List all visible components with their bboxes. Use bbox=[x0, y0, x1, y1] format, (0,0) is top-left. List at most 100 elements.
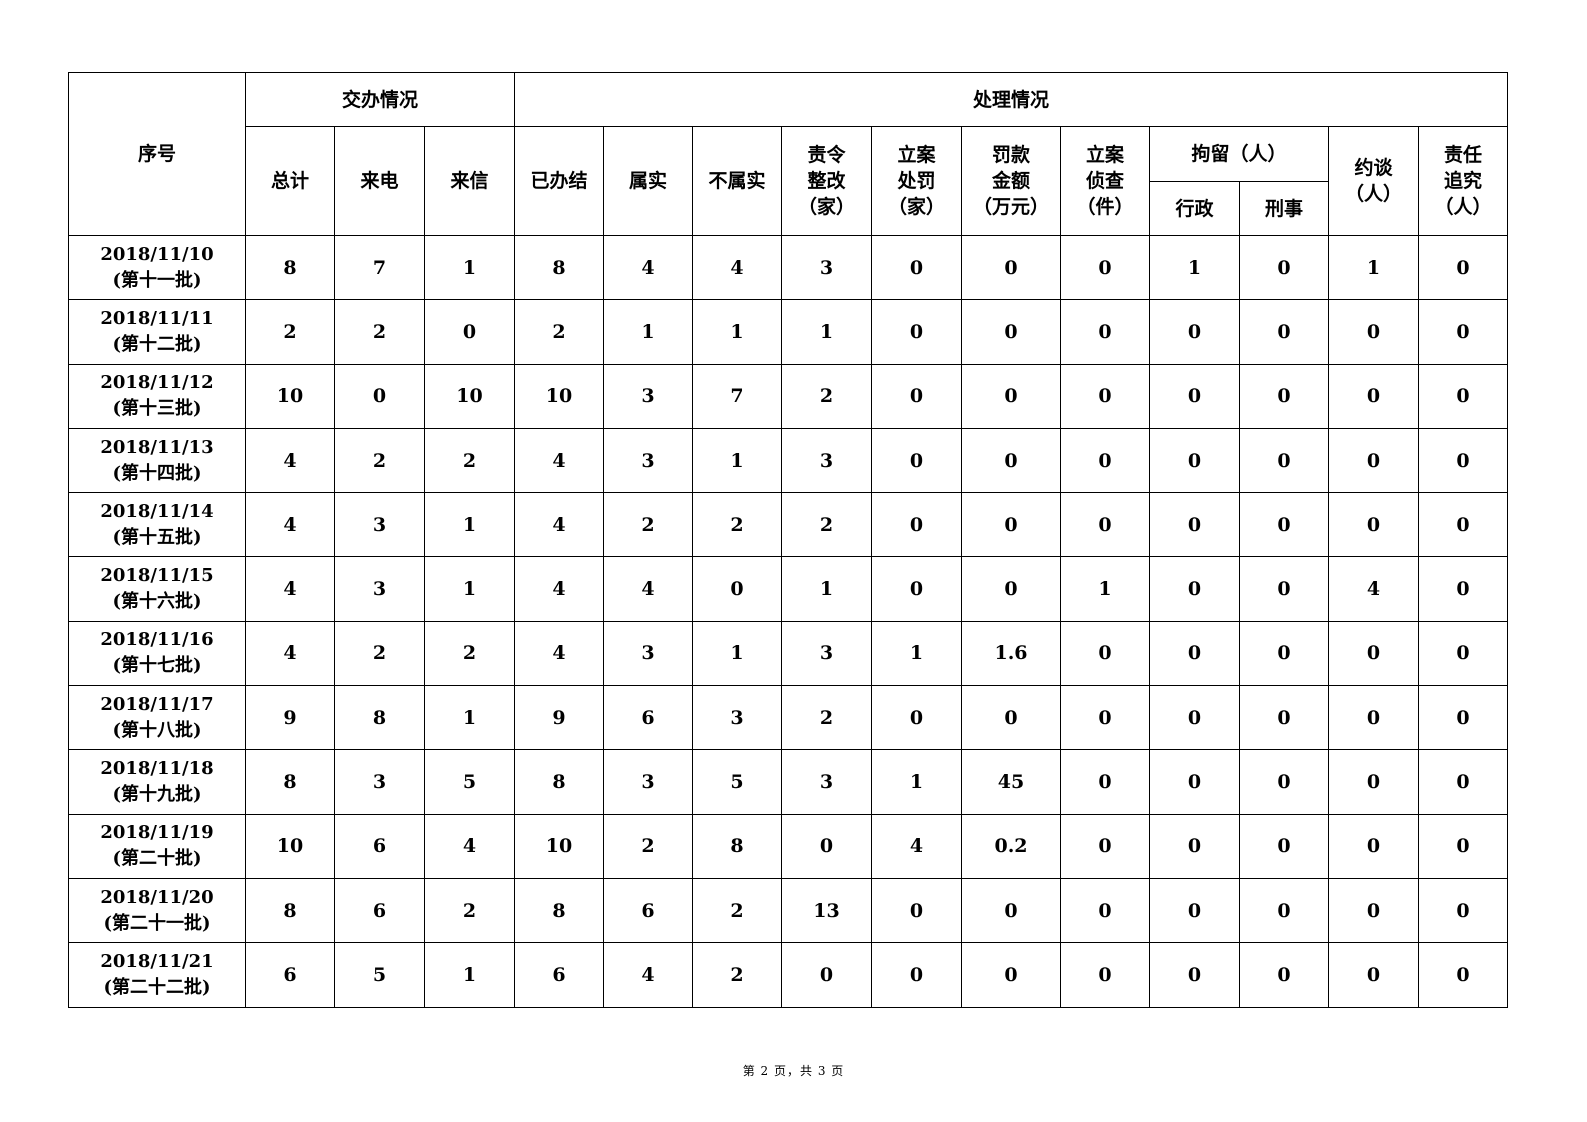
table-cell: 4 bbox=[1328, 556, 1419, 622]
table-cell: 5 bbox=[692, 749, 782, 815]
table-cell: 10 bbox=[514, 363, 604, 429]
table-row: 2018/11/10 (第十一批) 8 7 1 8 4 4 3 0 0 0 1 0 1 0 bbox=[68, 234, 1509, 301]
table-cell: 10 bbox=[424, 363, 515, 429]
table-cell: 2 bbox=[424, 620, 515, 687]
table-cell: 0 bbox=[1239, 877, 1329, 944]
table-cell: 6 bbox=[334, 813, 425, 879]
table-cell: 5 bbox=[424, 749, 515, 815]
table-cell: 2 bbox=[424, 427, 515, 494]
table-cell: 0 bbox=[961, 234, 1061, 301]
header-handled-group: 处理情况 bbox=[513, 72, 1509, 127]
table-cell: 1 bbox=[424, 234, 515, 301]
row-seq-cell: 2018/11/21 (第二十二批) bbox=[68, 942, 246, 1008]
table-cell: 8 bbox=[245, 749, 335, 815]
table-cell: 0 bbox=[1060, 749, 1150, 815]
table-cell: 7 bbox=[692, 363, 782, 429]
table-cell: 2 bbox=[692, 877, 782, 944]
table-cell: 3 bbox=[781, 234, 872, 301]
header-seq: 序号 bbox=[68, 72, 246, 236]
row-seq-cell: 2018/11/15 (第十六批) bbox=[68, 556, 246, 622]
table-cell: 0 bbox=[871, 942, 962, 1008]
table-row: 2018/11/11 (第十二批) 2 2 0 2 1 1 1 0 0 0 0 0 0 0 bbox=[68, 299, 1509, 365]
table-cell: 0 bbox=[1239, 685, 1329, 751]
row-date: 2018/11/14 bbox=[100, 500, 214, 522]
table-cell: 8 bbox=[245, 234, 335, 301]
table-cell: 0 bbox=[1060, 685, 1150, 751]
table-row: 2018/11/19 (第二十批) 10 6 4 10 2 8 0 4 0.2 0 0 0 0 0 bbox=[68, 813, 1509, 879]
table-cell: 0 bbox=[871, 299, 962, 365]
table-cell: 4 bbox=[871, 813, 962, 879]
row-seq-cell: 2018/11/18 (第十九批) bbox=[68, 749, 246, 815]
table-cell: 8 bbox=[692, 813, 782, 879]
table-cell: 0 bbox=[871, 427, 962, 494]
table-cell: 0 bbox=[1149, 620, 1240, 687]
row-date: 2018/11/10 bbox=[100, 243, 214, 265]
row-batch: (第十八批) bbox=[112, 719, 202, 741]
table-cell: 0 bbox=[1239, 492, 1329, 558]
row-date: 2018/11/15 bbox=[100, 565, 214, 587]
table-cell: 2 bbox=[781, 685, 872, 751]
table-cell: 2 bbox=[514, 299, 604, 365]
row-seq-cell: 2018/11/19 (第二十批) bbox=[68, 813, 246, 879]
table-cell: 8 bbox=[334, 685, 425, 751]
table-cell: 0 bbox=[961, 363, 1061, 429]
row-seq-cell: 2018/11/12 (第十三批) bbox=[68, 363, 246, 429]
table-cell: 0 bbox=[961, 299, 1061, 365]
table-cell: 8 bbox=[245, 877, 335, 944]
table-cell: 0 bbox=[871, 685, 962, 751]
table-cell: 0 bbox=[1149, 363, 1240, 429]
table-cell: 0 bbox=[1417, 556, 1509, 622]
table-cell: 10 bbox=[245, 363, 335, 429]
header-not-verified: 不属实 bbox=[692, 126, 782, 236]
row-date: 2018/11/13 bbox=[100, 436, 214, 458]
table-cell: 0 bbox=[1417, 813, 1509, 879]
table-cell: 1 bbox=[424, 556, 515, 622]
table-row: 2018/11/20 (第二十一批) 8 6 2 8 6 2 13 0 0 0 0 0 0 0 bbox=[68, 877, 1509, 944]
table-cell: 0 bbox=[1417, 942, 1509, 1008]
table-cell: 0 bbox=[871, 492, 962, 558]
table-cell: 0 bbox=[1239, 556, 1329, 622]
table-cell: 4 bbox=[692, 234, 782, 301]
table-cell: 0 bbox=[961, 427, 1061, 494]
table-cell: 2 bbox=[245, 299, 335, 365]
row-batch: (第二十批) bbox=[112, 848, 202, 870]
table-cell: 0 bbox=[1328, 363, 1419, 429]
table-cell: 1 bbox=[871, 620, 962, 687]
row-date: 2018/11/12 bbox=[100, 372, 214, 394]
table-cell: 4 bbox=[514, 427, 604, 494]
table-cell: 0 bbox=[1149, 299, 1240, 365]
table-cell: 3 bbox=[334, 749, 425, 815]
row-batch: (第十四批) bbox=[112, 462, 202, 484]
table-cell: 1.6 bbox=[961, 620, 1061, 687]
row-seq-cell: 2018/11/17 (第十八批) bbox=[68, 685, 246, 751]
table-cell: 1 bbox=[424, 685, 515, 751]
table-row: 2018/11/16 (第十七批) 4 2 2 4 3 1 3 1 1.6 0 0 0 0 0 bbox=[68, 620, 1509, 687]
table-cell: 0 bbox=[1239, 299, 1329, 365]
table-cell: 13 bbox=[781, 877, 872, 944]
table-cell: 2 bbox=[603, 492, 693, 558]
table-cell: 2 bbox=[424, 877, 515, 944]
table-cell: 0 bbox=[1239, 363, 1329, 429]
table-cell: 6 bbox=[603, 685, 693, 751]
table-cell: 0 bbox=[1328, 492, 1419, 558]
row-seq-cell: 2018/11/13 (第十四批) bbox=[68, 427, 246, 494]
table-cell: 0 bbox=[1417, 749, 1509, 815]
table-cell: 0 bbox=[1149, 942, 1240, 1008]
table-cell: 0 bbox=[1328, 685, 1419, 751]
table-row: 2018/11/18 (第十九批) 8 3 5 8 3 5 3 1 45 0 0 0 0 0 bbox=[68, 749, 1509, 815]
table-cell: 0 bbox=[1239, 620, 1329, 687]
table-cell: 0 bbox=[1060, 813, 1150, 879]
row-batch: (第二十一批) bbox=[103, 912, 211, 934]
header-penalty-case: 立案 处罚 （家） bbox=[871, 126, 962, 236]
table-cell: 0 bbox=[871, 234, 962, 301]
table-cell: 0 bbox=[334, 363, 425, 429]
table-cell: 0 bbox=[781, 942, 872, 1008]
table-cell: 0 bbox=[1328, 299, 1419, 365]
table-cell: 3 bbox=[603, 427, 693, 494]
table-cell: 0 bbox=[1417, 363, 1509, 429]
table-cell: 9 bbox=[245, 685, 335, 751]
table-cell: 0 bbox=[1328, 942, 1419, 1008]
row-seq-cell: 2018/11/16 (第十七批) bbox=[68, 620, 246, 687]
table-cell: 0 bbox=[781, 813, 872, 879]
table-cell: 0 bbox=[1149, 813, 1240, 879]
